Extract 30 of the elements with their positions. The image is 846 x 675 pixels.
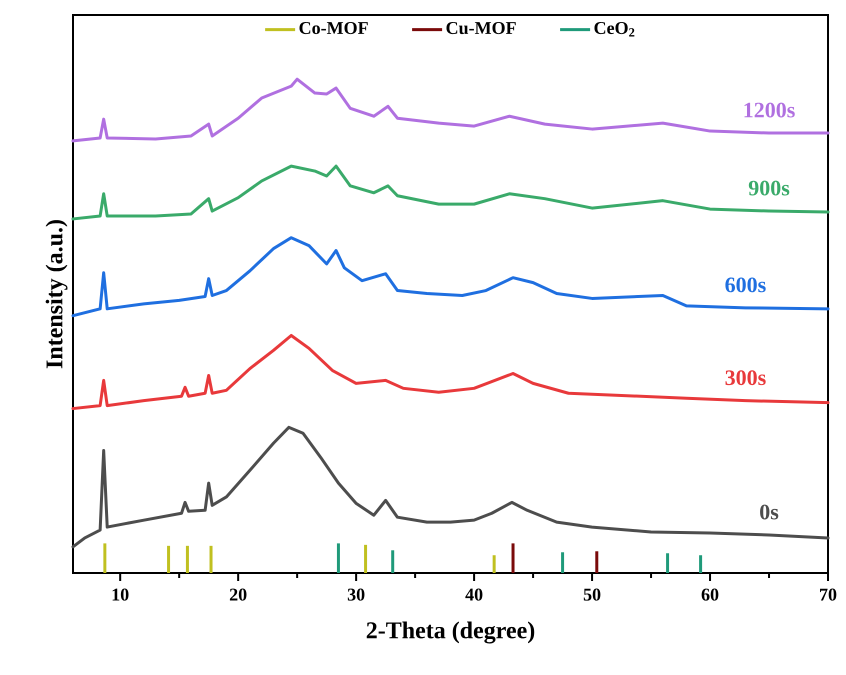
bar (186, 546, 189, 574)
legend-label: CeO$_{2}$ (594, 22, 634, 36)
bar (336, 543, 340, 574)
x-axis-title: 2-Theta (degree) (366, 622, 534, 644)
bar (492, 555, 496, 574)
legend-label: Cu-MOF (446, 22, 516, 34)
bar (103, 543, 106, 574)
bar (699, 555, 702, 574)
x-tick-label: 10 (112, 588, 128, 601)
y-axis-title: Intensity (a.u.) (46, 220, 68, 368)
x-tick-label: 70 (820, 588, 836, 601)
x-tick-label: 60 (702, 588, 718, 601)
bar (561, 552, 564, 574)
series-label: 600s (725, 277, 766, 292)
bar (512, 543, 515, 574)
x-tick-label: 40 (465, 588, 482, 601)
bar (391, 550, 394, 574)
series-label: 1200s (744, 102, 795, 118)
series-label: 0s (760, 504, 778, 520)
series-label: 300s (725, 370, 766, 386)
bar (167, 546, 170, 574)
x-tick-label: 50 (584, 588, 600, 601)
bar (210, 546, 213, 574)
x-tick-label: 30 (348, 588, 364, 601)
bar (595, 551, 598, 574)
series-label: 900s (748, 180, 790, 196)
bar (364, 544, 368, 574)
legend-label: Co-MOF (300, 22, 368, 34)
x-tick-label: 20 (230, 588, 246, 601)
bar (666, 553, 670, 574)
